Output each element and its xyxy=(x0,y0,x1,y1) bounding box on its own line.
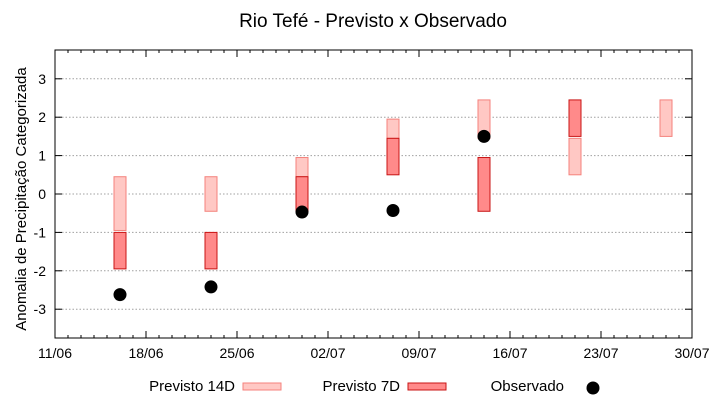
range-box xyxy=(386,137,400,176)
axis-ticks: -3 -2 -1 0 1 2 3 11/06 18/06 25/06 02/07 09/07 16/07… xyxy=(34,50,710,361)
x-tick-label: 16/07 xyxy=(492,345,527,361)
observed-point xyxy=(477,129,491,143)
legend-label-1: Previsto 7D xyxy=(322,378,400,395)
range-box xyxy=(295,157,309,178)
range-box xyxy=(659,99,673,137)
legend-label-2: Observado xyxy=(491,378,564,395)
observed-point xyxy=(386,204,400,218)
range-box xyxy=(568,99,582,137)
legend-label-0: Previsto 14D xyxy=(149,378,235,395)
y-axis-label: Anomalia de Precipitação Categorizada xyxy=(13,67,30,331)
y-tick-label: 1 xyxy=(38,148,46,164)
series-previsto-14d xyxy=(113,99,673,231)
grid-lines xyxy=(55,78,692,310)
observed-point xyxy=(295,205,309,219)
y-tick-label: 3 xyxy=(38,71,46,87)
x-tick-label: 11/06 xyxy=(38,345,72,361)
range-box xyxy=(204,176,218,212)
legend-marker xyxy=(586,381,600,395)
range-box xyxy=(113,176,127,231)
x-tick-label: 23/07 xyxy=(583,345,618,361)
range-box xyxy=(113,231,127,270)
legend-swatch xyxy=(407,382,447,391)
observed-point xyxy=(113,288,127,302)
series-observado xyxy=(113,129,491,302)
x-tick-label: 09/07 xyxy=(401,345,436,361)
chart-title: Rio Tefé - Previsto x Observado xyxy=(239,11,507,32)
observed-point xyxy=(204,280,218,294)
range-box xyxy=(568,137,582,176)
x-tick-label: 18/06 xyxy=(128,345,163,361)
range-box xyxy=(386,118,400,139)
y-tick-label: 0 xyxy=(38,186,46,202)
data-series xyxy=(113,99,673,302)
range-box xyxy=(477,157,491,212)
x-tick-label: 02/07 xyxy=(310,345,345,361)
range-box xyxy=(204,231,218,270)
y-tick-label: -1 xyxy=(34,224,47,240)
x-tick-label: 25/06 xyxy=(219,345,254,361)
x-tick-label: 30/07 xyxy=(674,345,709,361)
y-tick-label: -3 xyxy=(34,301,47,317)
y-tick-label: -2 xyxy=(34,263,47,279)
y-tick-label: 2 xyxy=(38,109,46,125)
series-previsto-7d xyxy=(113,99,582,270)
legend: Previsto 14D Previsto 7D Observado xyxy=(149,378,600,395)
legend-swatch xyxy=(242,382,282,391)
